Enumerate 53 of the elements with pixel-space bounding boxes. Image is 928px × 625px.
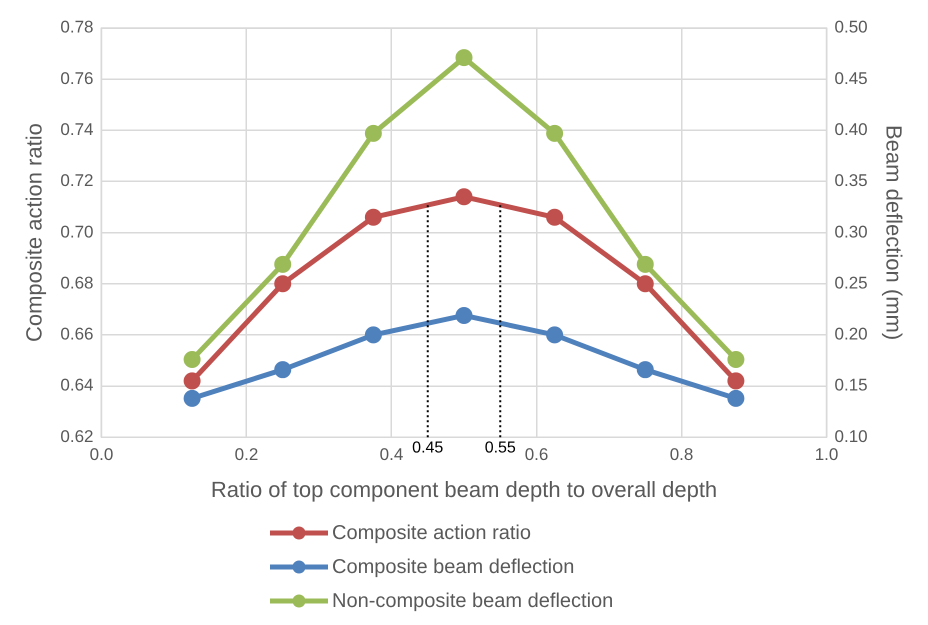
y-tick-label: 0.68 bbox=[60, 273, 94, 292]
y2-tick-label: 0.45 bbox=[834, 68, 868, 88]
point bbox=[636, 256, 654, 273]
y2-tick-label: 0.35 bbox=[834, 171, 868, 190]
y2-tick-label: 0.40 bbox=[834, 120, 868, 139]
y2-tick-label: 0.30 bbox=[834, 222, 868, 242]
y-tick-label: 0.74 bbox=[60, 120, 94, 139]
y2-tick-label: 0.10 bbox=[834, 426, 868, 446]
y-tick-label: 0.62 bbox=[60, 426, 94, 446]
x-axis-title: Ratio of top component beam depth to overall depth bbox=[210, 476, 718, 502]
point bbox=[727, 372, 744, 390]
point bbox=[636, 361, 654, 378]
y2-axis-title: Beam deflection (mm) bbox=[882, 125, 907, 340]
y-tick-label: 0.66 bbox=[60, 324, 94, 344]
point bbox=[274, 256, 292, 273]
point bbox=[184, 390, 201, 407]
ref-line-label: 0.55 bbox=[484, 440, 516, 457]
y-tick-label: 0.78 bbox=[60, 18, 94, 37]
x-tick-label: 0.4 bbox=[380, 445, 404, 464]
y-tick-label: 0.70 bbox=[60, 222, 94, 242]
legend-label: Composite beam deflection bbox=[332, 556, 574, 578]
point bbox=[546, 124, 564, 142]
y2-tick-label: 0.50 bbox=[834, 18, 868, 37]
y-tick-label: 0.76 bbox=[60, 68, 94, 88]
y-axis-title: Composite action ratio bbox=[21, 123, 46, 342]
point bbox=[274, 275, 292, 292]
x-tick-label: 0.2 bbox=[234, 445, 258, 464]
point bbox=[546, 208, 564, 226]
point bbox=[456, 188, 472, 206]
point bbox=[364, 124, 382, 142]
point bbox=[364, 326, 382, 344]
point bbox=[274, 361, 292, 378]
point bbox=[727, 350, 744, 368]
point bbox=[184, 350, 201, 368]
point bbox=[546, 326, 564, 344]
point bbox=[456, 306, 472, 324]
y-tick-label: 0.72 bbox=[60, 171, 94, 190]
y2-tick-label: 0.20 bbox=[834, 324, 868, 344]
x-tick-label: 0.8 bbox=[670, 445, 694, 464]
point bbox=[364, 208, 382, 226]
legend-label: Composite action ratio bbox=[332, 522, 531, 544]
point bbox=[727, 390, 744, 407]
y2-tick-label: 0.15 bbox=[834, 376, 868, 395]
ref-line-label: 0.45 bbox=[412, 440, 444, 457]
x-tick-label: 0.6 bbox=[524, 445, 548, 464]
legend-label: Non-composite beam deflection bbox=[332, 590, 614, 612]
point bbox=[456, 49, 472, 66]
point bbox=[636, 275, 654, 292]
x-tick-label: 1.0 bbox=[814, 445, 838, 464]
point bbox=[184, 372, 201, 390]
y-tick-label: 0.64 bbox=[60, 376, 94, 395]
x-tick-label: 0.0 bbox=[90, 445, 114, 464]
y2-tick-label: 0.25 bbox=[834, 273, 868, 292]
